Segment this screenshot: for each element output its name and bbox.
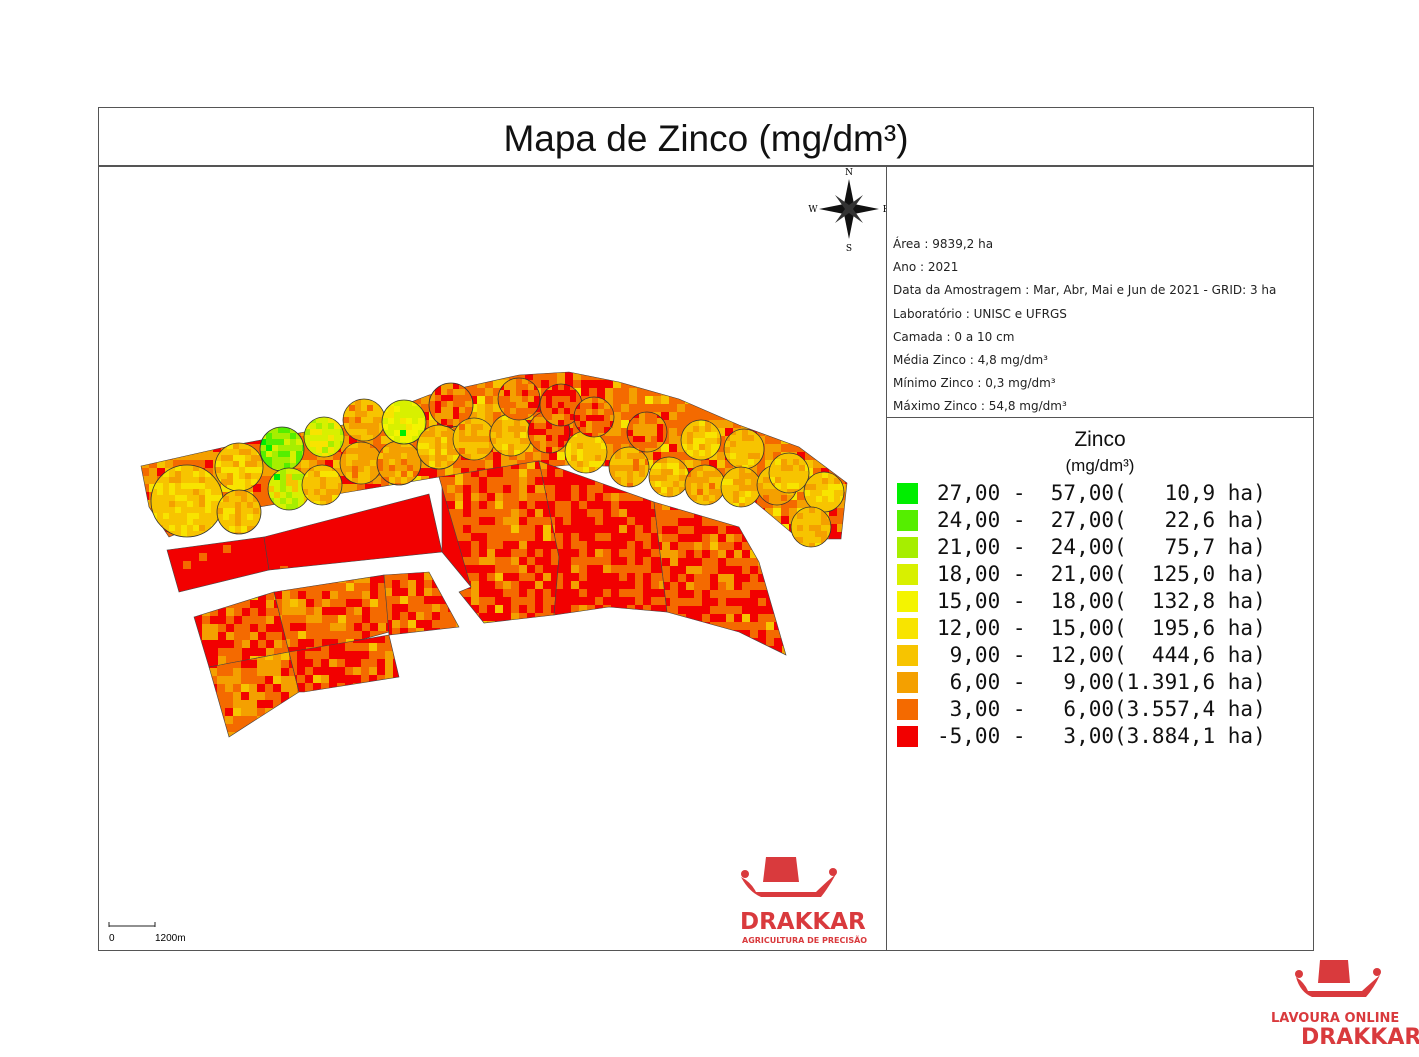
field-raster [654,502,786,655]
pivot-outline [381,399,427,445]
map-title: Mapa de Zinco (mg/dm³) [503,118,909,159]
field-raster [384,572,459,635]
legend-swatch [897,483,918,504]
info-line: Mínimo Zinco : 0,3 mg/dm³ [893,376,1056,391]
legend-label: 21,00 - 24,00( 75,7 ha) [937,535,1266,559]
scale-start: 0 [109,933,115,944]
legend-label: 27,00 - 57,00( 10,9 ha) [937,481,1266,505]
legend-swatch [897,510,918,531]
title-box: Mapa de Zinco (mg/dm³) [98,107,1314,166]
compass-w: W [808,205,818,215]
lavoura-online-text: LAVOURA ONLINE [1271,1011,1400,1026]
pivot-outline [216,489,262,535]
legend-label: 12,00 - 15,00( 195,6 ha) [937,616,1266,640]
legend-label: 3,00 - 6,00(3.557,4 ha) [937,697,1266,721]
info-line: Máximo Zinco : 54,8 mg/dm³ [893,399,1067,414]
info-panel: Área : 9839,2 ha Ano : 2021 Data da Amostr… [886,166,1314,418]
pivot-outline [790,506,832,548]
pivot-raster [268,468,310,510]
legend-label: 15,00 - 18,00( 132,8 ha) [937,589,1266,613]
field-raster [539,461,667,615]
legend-label: -5,00 - 3,00(3.884,1 ha) [937,724,1266,748]
pivot-outline [626,411,668,453]
pivot-raster [498,378,540,420]
drakkar-corner-text: DRAKKAR [1301,1025,1419,1050]
pivot-raster [382,400,426,444]
legend-swatch [897,645,918,666]
pivot-outline [301,464,343,506]
pivot-outline [768,452,810,494]
pivot-raster [609,447,649,487]
drakkar-logo [741,857,837,897]
legend-panel: Zinco (mg/dm³) 27,00 - 57,00( 10,9 ha) 24… [886,417,1314,951]
pivot-raster [490,414,532,456]
info-line: Laboratório : UNISC e UFRGS [893,306,1067,321]
pivot-raster [724,429,764,469]
legend-label: 18,00 - 21,00( 125,0 ha) [937,562,1266,586]
pivot-outline [303,416,345,458]
pivot-outline [573,396,615,438]
pivot-outline [497,377,541,421]
compass-s: S [846,244,852,254]
logo-name: DRAKKAR [740,909,866,935]
legend-swatch [897,699,918,720]
legend-label: 6,00 - 9,00(1.391,6 ha) [937,670,1266,694]
pivot-outline [428,382,474,428]
info-line: Data da Amostragem : Mar, Abr, Mai e Jun… [893,283,1277,298]
legend-swatch [897,672,918,693]
legend-label: 24,00 - 27,00( 22,6 ha) [937,508,1266,532]
info-line: Ano : 2021 [893,260,959,275]
legend-swatch [897,618,918,639]
legend-unit: (mg/dm³) [1065,456,1135,475]
legend-swatch [897,537,918,558]
compass-e: E [883,205,886,215]
lavoura-online-logo [1295,960,1381,997]
logo-tagline: AGRICULTURA DE PRECISÃO [742,935,867,945]
map-panel: N S E W 0 1200m DRAKKAR AGRICULTURA DE P… [98,166,887,951]
info-line: Área : 9839,2 ha [893,237,994,251]
pivot-raster [429,383,473,427]
pivot-outline [680,419,722,461]
field-raster [167,537,269,592]
legend-label: 9,00 - 12,00( 444,6 ha) [937,643,1266,667]
legend-swatch [897,591,918,612]
pivot-outline [608,446,650,488]
info-line: Média Zinco : 4,8 mg/dm³ [893,353,1048,367]
compass-n: N [845,168,853,178]
scale-bar: 0 1200m [108,922,186,944]
legend-swatch [897,726,918,747]
legend-swatch [897,564,918,585]
scale-end: 1200m [155,933,186,944]
compass-rose: N S E W [808,168,886,254]
pivot-raster [260,427,304,471]
field-raster [209,652,299,737]
info-line: Camada : 0 a 10 cm [893,329,1015,344]
zinc-map: N S E W 0 1200m DRAKKAR AGRICULTURA DE P… [108,168,886,945]
legend-title: Zinco [1074,428,1126,451]
